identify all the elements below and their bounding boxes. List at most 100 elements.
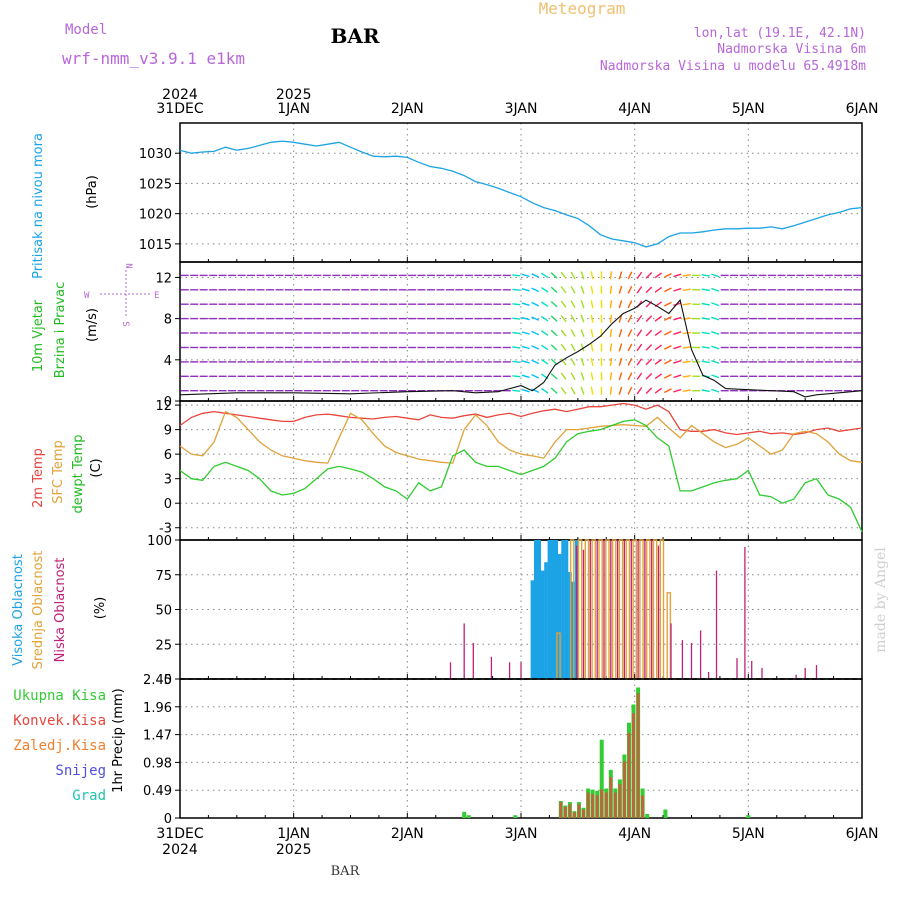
top-year-label: 2025 (276, 87, 312, 103)
wind-arrow (541, 287, 549, 293)
wind-arrow (645, 272, 653, 279)
mid-cloud-label: Srednja Oblacnost (31, 551, 46, 670)
convective-rain-bar (618, 784, 622, 818)
mid-cloud-bar (625, 539, 631, 680)
meteogram-title: Meteogram (539, 0, 626, 18)
wind-arrow (627, 372, 633, 381)
wind-arrow (682, 389, 691, 392)
wind-arrow (711, 331, 720, 335)
convective-rain-bar (622, 761, 626, 818)
y-tick-label: 8 (164, 313, 172, 328)
wind-arrow (627, 329, 633, 337)
wind-arrow (636, 329, 643, 337)
bottom-day-label: 1JAN (277, 826, 310, 842)
total-rain-bar (645, 814, 650, 818)
wind-arrow (560, 372, 567, 380)
wind-arrow (550, 358, 558, 366)
wind-arrow (570, 285, 576, 294)
high-cloud-bar (554, 540, 558, 679)
wind-arrow (673, 374, 682, 379)
high-cloud-bar (530, 580, 535, 679)
wind-arrow (531, 345, 540, 350)
mid-cloud-bar (632, 539, 637, 680)
wind-arrow (701, 274, 710, 277)
wind-arrow (590, 357, 594, 366)
y-tick-label: 2.45 (143, 673, 172, 688)
wind-arrow (512, 317, 521, 320)
wind-arrow (645, 315, 653, 322)
wind-arrow (550, 344, 558, 351)
convective-rain-bar (591, 794, 595, 818)
wind-arrow (590, 300, 594, 309)
wind-arrow (627, 285, 633, 294)
wind-arrow (673, 287, 682, 292)
pressure-unit: (hPa) (85, 175, 100, 209)
dewpt-line (179, 419, 863, 533)
precip-legend-item: Ukupna Kisa (13, 688, 106, 704)
wind-arrow (627, 343, 633, 352)
wind-arrow (627, 357, 633, 366)
wind-arrow (580, 285, 585, 294)
wind-arrow (590, 271, 594, 280)
wind-arrow (663, 330, 672, 336)
y-tick-label: 1020 (139, 208, 172, 223)
wind-arrow (663, 344, 672, 350)
high-cloud-bar (557, 553, 562, 679)
wind-arrow (521, 302, 530, 306)
model-name: wrf-nmm_v3.9.1 e1km (62, 49, 245, 68)
top-day-label: 5JAN (732, 101, 765, 117)
wind-arrow (580, 343, 585, 352)
wind-arrow (645, 387, 653, 394)
watermark: made by Angel (873, 547, 889, 653)
convective-rain-bar (604, 792, 608, 818)
bottom-day-label: 6JAN (846, 826, 879, 842)
compass-west: W (84, 291, 90, 301)
y-tick-label: 9 (164, 424, 172, 439)
wind-arrow (541, 272, 549, 279)
convective-rain-bar (572, 812, 576, 818)
wind-arrow (512, 360, 521, 363)
wind-arrow (550, 315, 558, 322)
wind-arrow (701, 331, 710, 335)
wind-arrow (682, 331, 691, 335)
wind-arrow (701, 288, 710, 292)
wind-arrow (627, 314, 633, 323)
convective-rain-bar (600, 789, 604, 818)
model-label: Model (65, 22, 107, 38)
total-rain-bar (746, 815, 751, 818)
y-tick-label: 1030 (139, 147, 172, 162)
wind-arrow (531, 273, 540, 278)
wind-arrow (570, 329, 576, 337)
wind-arrow (645, 329, 653, 337)
wind-arrow (645, 344, 653, 351)
wind-arrow (560, 315, 567, 323)
wind-arrow (654, 272, 663, 279)
wind-arrow (627, 300, 633, 309)
wind-arrow (609, 300, 613, 309)
wind-arrow (570, 358, 576, 366)
wind-arrow (531, 330, 540, 336)
convective-rain-bar (613, 792, 617, 818)
y-tick-label: 1.47 (143, 729, 172, 744)
wind-unit: (m/s) (85, 308, 100, 342)
mid-cloud-bar (577, 539, 583, 680)
wind-arrow (682, 375, 691, 378)
y-tick-label: 12 (155, 399, 172, 414)
compass-rose: N S E W (84, 263, 159, 326)
convective-rain-bar (577, 804, 581, 818)
y-tick-label: 0.49 (143, 784, 172, 799)
panel-frame (179, 678, 863, 819)
wind-arrow (521, 374, 530, 379)
y-tick-label: 6 (164, 448, 172, 463)
high-cloud-bar (544, 562, 548, 679)
wind-arrow (512, 274, 521, 277)
top-day-label: 6JAN (846, 101, 879, 117)
top-day-label: 1JAN (277, 101, 310, 117)
mid-cloud-bar (659, 539, 665, 680)
convective-rain-bar (636, 693, 640, 818)
wind-arrow (673, 388, 682, 393)
wind-arrow (570, 300, 576, 309)
wind-arrow (673, 273, 682, 278)
total-rain-bar (513, 815, 518, 818)
